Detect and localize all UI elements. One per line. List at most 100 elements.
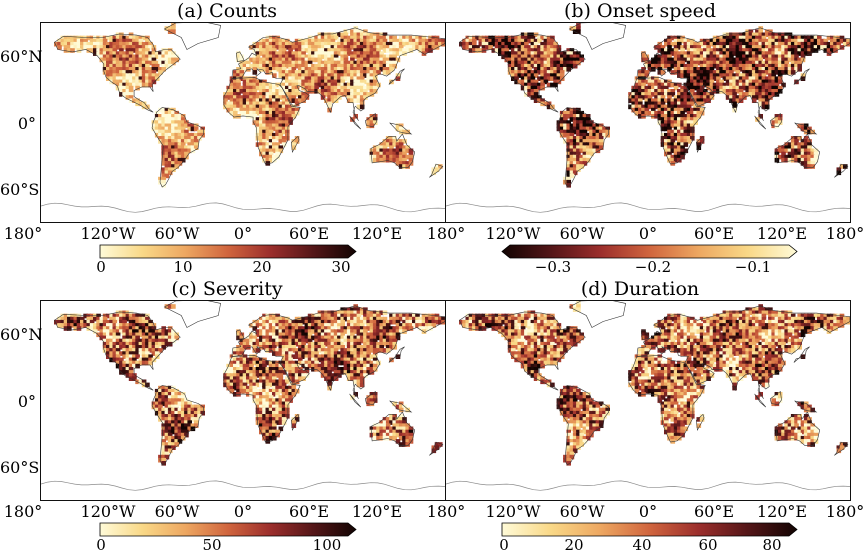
world-map-a [41,23,445,213]
colorbar-b-tick-1: −0.2 [634,258,672,276]
coastline-12 [429,441,444,456]
antarctica-outline [446,202,850,213]
panel-a-title: (a) Counts [176,0,278,22]
lon-label-120w-d: 120°W [485,502,541,521]
lon-label-0-d: 0° [638,502,658,521]
lon-label-0-a: 0° [233,224,253,243]
world-map-c [41,301,445,491]
lon-label-60e-b: 60°E [693,224,735,243]
lon-label-120w-a: 120°W [80,224,136,243]
lat-label-60n-top: 60°N [0,47,43,66]
lon-label-120e-d: 120°E [756,502,808,521]
lon-label-0-c: 0° [233,502,253,521]
coastline-7 [364,390,377,406]
coastline-10 [640,51,650,62]
coastline-8 [389,122,413,135]
colorbar-c-tick-0: 0 [96,536,106,554]
coastline-5 [163,301,221,328]
coastline-11 [290,413,300,431]
lat-label-60s-bottom: 60°S [0,458,40,477]
lat-label-60s-top: 60°S [0,180,40,199]
coastline-11 [695,413,705,431]
lon-label-60e-a: 60°E [288,224,330,243]
lon-label-120e-a: 120°E [351,224,403,243]
lon-label-180e-b: 180° [825,224,865,243]
coastline-7 [769,390,782,406]
coastline-9 [388,346,405,363]
lon-label-60w-d: 60°W [559,502,605,521]
panel-d-title: (d) Duration [580,278,700,300]
colorbar-a [99,244,357,259]
colorbar-d-tick-3: 60 [698,536,718,554]
lon-label-180-cd: 180° [426,502,466,521]
coastline-0 [54,311,181,391]
coastline-9 [793,68,810,85]
coastline-3 [636,305,850,399]
colorbar-b [501,244,798,259]
coastline-10 [235,329,245,340]
lon-label-180w-c: 180° [3,502,43,521]
lon-label-180-ab: 180° [426,224,466,243]
coastline-1 [151,385,204,466]
colorbar-gradient [99,522,357,537]
colorbar-c [99,522,357,537]
colorbar-gradient [501,522,798,537]
coastline-3 [636,27,850,121]
drought-grid [459,23,850,188]
coastline-1 [556,385,609,466]
lon-label-60e-d: 60°E [693,502,735,521]
coastline-6 [349,115,362,130]
panel-c-title: (c) Severity [171,278,283,300]
colorbar-d-tick-2: 40 [632,536,652,554]
lon-label-120e-c: 120°E [351,502,403,521]
coastline-4 [775,411,821,446]
lon-label-60w-b: 60°W [559,224,605,243]
colorbar-d-tick-4: 80 [762,536,782,554]
coastline-2 [628,76,706,165]
world-map-d [446,301,850,491]
coastline-8 [794,122,818,135]
coastline-9 [793,346,810,363]
coastline-2 [223,76,301,165]
coastline-9 [388,68,405,85]
colorbar-a-tick-0: 0 [96,258,106,276]
coastline-4 [370,411,416,446]
coastline-7 [364,112,377,128]
coastline-12 [834,163,849,178]
coastline-0 [459,311,586,391]
lat-label-60n-bottom: 60°N [0,325,43,344]
coastline-11 [695,135,705,153]
lon-label-180e-d: 180° [825,502,865,521]
colorbar-c-tick-2: 100 [312,536,342,554]
drought-grid [54,23,445,188]
lon-label-60w-c: 60°W [154,502,200,521]
coastline-6 [349,393,362,408]
drought-grid [54,304,445,466]
colorbar-b-tick-0: −0.3 [534,258,572,276]
coastline-1 [556,107,609,188]
colorbar-gradient [501,244,798,259]
colorbar-b-tick-2: −0.1 [734,258,772,276]
colorbar-d-tick-0: 0 [499,536,509,554]
world-map-b [446,23,850,213]
coastline-0 [54,33,181,113]
coastline-6 [754,115,767,130]
map-panel-a [40,22,446,223]
coastline-2 [628,354,706,443]
coastline-5 [568,301,626,328]
colorbar-gradient [99,244,357,259]
coastline-7 [769,112,782,128]
panel-b-title: (b) Onset speed [563,0,717,22]
coastline-2 [223,354,301,443]
colorbar-a-tick-3: 30 [331,258,351,276]
coastline-0 [459,33,586,113]
coastline-10 [640,329,650,340]
antarctica-outline [446,480,850,491]
lon-label-120w-c: 120°W [80,502,136,521]
colorbar-a-tick-1: 10 [173,258,193,276]
colorbar-a-tick-2: 20 [252,258,272,276]
coastline-3 [231,27,445,121]
lon-label-180w-a: 180° [3,224,43,243]
coastline-5 [568,23,626,50]
map-panel-b [445,22,851,223]
